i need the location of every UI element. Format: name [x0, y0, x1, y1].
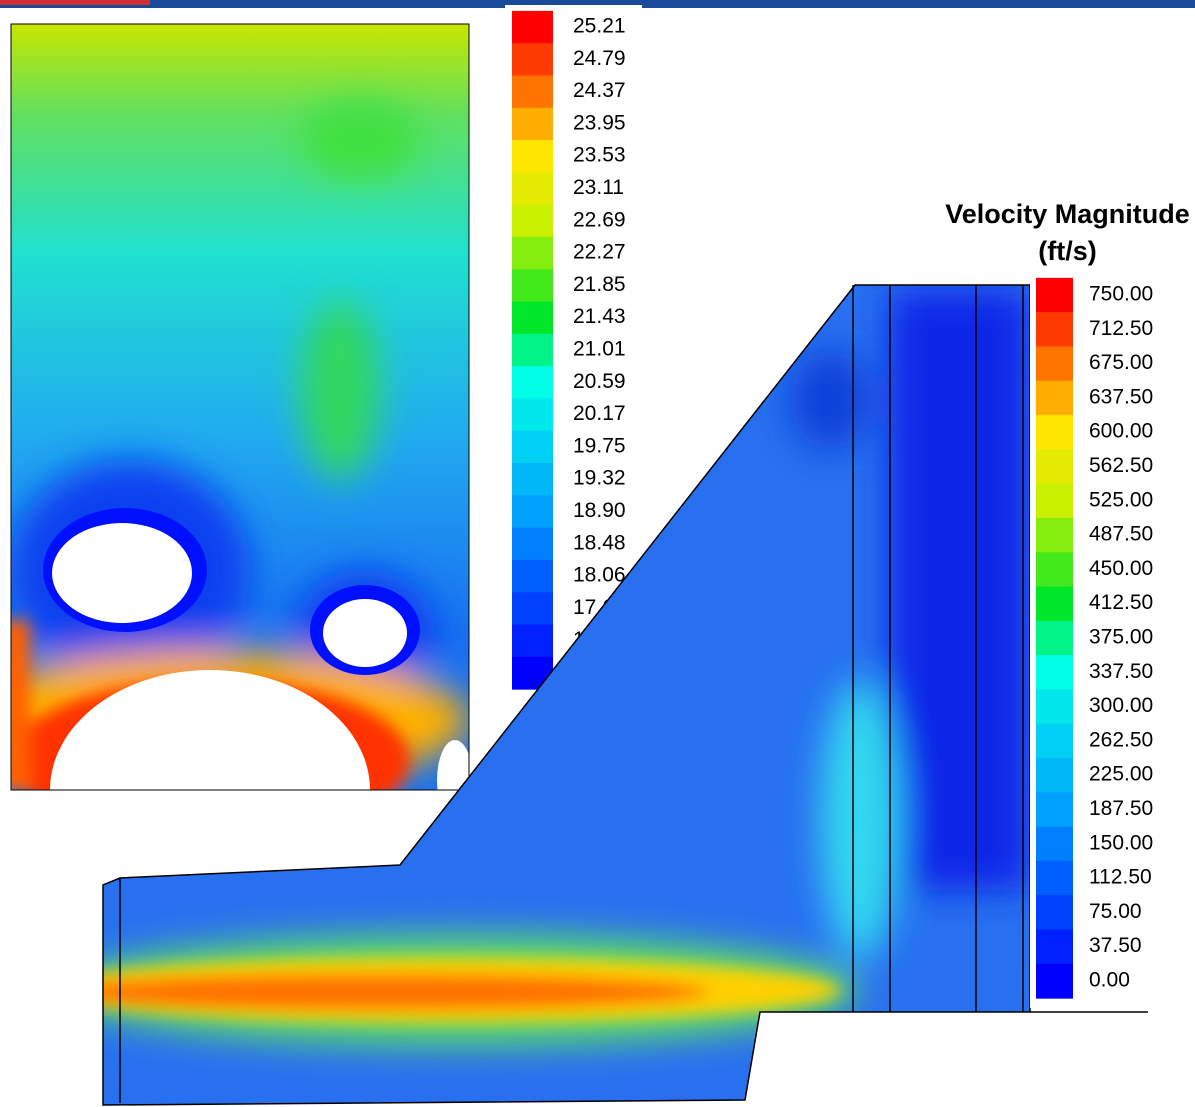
colorbar-band	[1036, 964, 1073, 999]
colorbar-label: 37.50	[1089, 934, 1142, 957]
colorbar-label: 19.75	[573, 434, 626, 457]
colorbar-label: 25.21	[573, 15, 626, 38]
colorbar-band	[512, 528, 553, 561]
colorbar-band	[1036, 827, 1073, 862]
banner-accent	[0, 0, 150, 5]
colorbar-band	[1036, 724, 1073, 759]
colorbar-band	[1036, 381, 1073, 416]
colorbar-band	[512, 11, 553, 44]
colorbar-label: 600.00	[1089, 420, 1153, 443]
colorbar-label: 187.50	[1089, 797, 1153, 820]
colorbar-band	[512, 108, 553, 141]
colorbar-label: 75.00	[1089, 900, 1142, 923]
page: 25.21 24.79 24.37 23.95 23.53 23.11 22.69 22.27…	[0, 0, 1195, 1107]
colorbar-label: 262.50	[1089, 728, 1153, 751]
colorbar-label: 675.00	[1089, 351, 1153, 374]
colorbar-label: 18.48	[573, 531, 626, 554]
colorbar-band	[1036, 895, 1073, 930]
colorbar-band	[512, 43, 553, 76]
colorbar-label: 24.37	[573, 79, 626, 102]
colorbar-band	[512, 625, 553, 658]
colorbar-band	[1036, 552, 1073, 587]
colorbar-band	[512, 560, 553, 593]
colorbar-label: 19.32	[573, 467, 626, 490]
colorbar-label: 22.69	[573, 208, 626, 231]
colorbar-label: 23.53	[573, 144, 626, 167]
colorbar-band	[1036, 655, 1073, 690]
colorbar-label: 487.50	[1089, 523, 1153, 546]
colorbar-band	[512, 140, 553, 173]
colorbar-label: 412.50	[1089, 591, 1153, 614]
colorbar-label: 375.00	[1089, 626, 1153, 649]
colorbar-label: 0.00	[1089, 969, 1130, 992]
colorbar-label: 20.17	[573, 402, 626, 425]
colorbar-label: 23.95	[573, 111, 626, 134]
colorbar-label: 21.85	[573, 273, 626, 296]
colorbar-band	[1036, 621, 1073, 656]
colorbar-label: 21.01	[573, 338, 626, 361]
colorbar-label: 300.00	[1089, 694, 1153, 717]
colorbar-label: 637.50	[1089, 385, 1153, 408]
colorbar-band	[512, 269, 553, 302]
colorbar-band	[1036, 346, 1073, 381]
colorbar-band	[1036, 312, 1073, 347]
colorbar-band	[512, 237, 553, 270]
colorbar-band	[512, 205, 553, 238]
colorbar-band	[1036, 758, 1073, 793]
colorbar-label: 18.90	[573, 499, 626, 522]
temperature-contour	[0, 24, 473, 910]
colorbar-label: 562.50	[1089, 454, 1153, 477]
colorbar-band	[1036, 930, 1073, 965]
colorbar-label: 750.00	[1089, 283, 1153, 306]
colorbar-band	[1036, 792, 1073, 827]
colorbar-label: 712.50	[1089, 317, 1153, 340]
colorbar-band	[512, 398, 553, 431]
colorbar-band	[512, 463, 553, 496]
colorbar-band	[1036, 518, 1073, 553]
colorbar-label: 337.50	[1089, 660, 1153, 683]
colorbar-band	[1036, 689, 1073, 724]
colorbar-band	[1036, 484, 1073, 519]
colorbar-band	[512, 302, 553, 335]
colorbar-band	[512, 366, 553, 399]
colorbar-label: 225.00	[1089, 763, 1153, 786]
colorbar-band	[1036, 449, 1073, 484]
colorbar-band	[1036, 415, 1073, 450]
colorbar-label: 525.00	[1089, 488, 1153, 511]
colorbar-band	[512, 592, 553, 625]
colorbar-label: 23.11	[573, 176, 624, 199]
colorbar-band	[512, 334, 553, 367]
colorbar-label: 24.79	[573, 47, 626, 70]
colorbar-label: 18.06	[573, 564, 626, 587]
colorbar-label: 112.50	[1089, 866, 1152, 889]
colorbar-band	[512, 75, 553, 108]
colorbar-band	[512, 431, 553, 464]
colorbar-label: 450.00	[1089, 557, 1153, 580]
colorbar-label: 22.27	[573, 241, 626, 264]
colorbar-title: Velocity Magnitude (ft/s)	[940, 196, 1195, 270]
colorbar-label: 20.59	[573, 370, 626, 393]
screenshot: 25.21 24.79 24.37 23.95 23.53 23.11 22.69 22.27…	[0, 0, 1195, 1107]
colorbar-band	[1036, 278, 1073, 313]
colorbar-label: 21.43	[573, 305, 626, 328]
colorbar-band	[512, 495, 553, 528]
colorbar-band	[1036, 587, 1073, 622]
colorbar-label: 150.00	[1089, 831, 1153, 854]
colorbar-band	[1036, 861, 1073, 896]
colorbar-band	[512, 172, 553, 205]
